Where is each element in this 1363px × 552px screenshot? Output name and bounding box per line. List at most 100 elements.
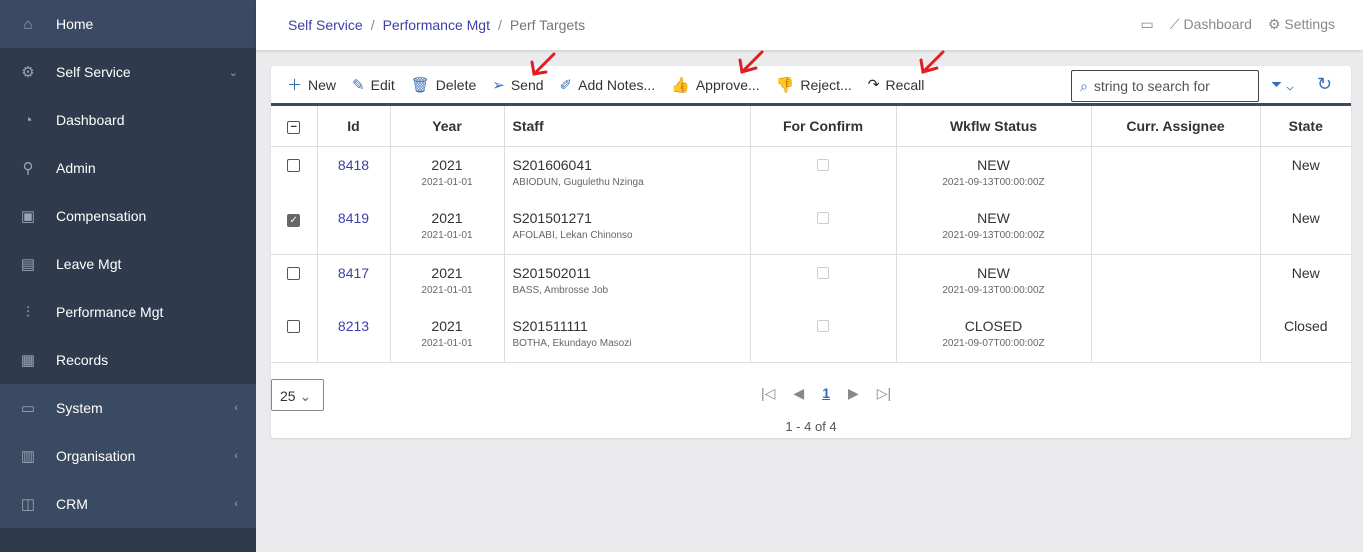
thumbs-down-icon: 👎 [775, 76, 795, 94]
trash-icon: 🗑 [410, 76, 430, 94]
settings-label: Settings [1284, 16, 1335, 32]
send-icon: ➢ [492, 76, 505, 94]
sidebar-item-label: Compensation [56, 208, 147, 224]
recall-button[interactable]: ↷ Recall [868, 76, 925, 93]
state: New [1260, 200, 1351, 255]
column-header-wkflw-status[interactable]: Wkflw Status [896, 106, 1092, 147]
sidebar-item-label: System [56, 400, 103, 416]
row-checkbox[interactable]: ✓ [287, 214, 301, 227]
sidebar-item-label: CRM [56, 496, 88, 512]
new-label: New [308, 76, 337, 93]
filter-dropdown[interactable]: ⏷ ⌄ [1271, 76, 1294, 93]
sidebar: ⌂ Home ⚙ Self Service ⌄ ◔ Dashboard ⚲ Admin ▣ Comp… [0, 0, 256, 552]
search-input[interactable]: ⌕ string to search for [1071, 70, 1259, 102]
table-row[interactable]: 8417 2021 2021-01-01 S201502011 BASS, Ambr… [271, 254, 1351, 308]
workflow-status: NEW [977, 156, 1010, 173]
page-1-link[interactable]: 1 [822, 384, 830, 401]
annotation-arrow-recall [919, 50, 945, 74]
sidebar-item-organisation[interactable]: ▥ Organisation ‹ [0, 432, 256, 480]
sidebar-item-admin[interactable]: ⚲ Admin [0, 144, 256, 192]
sidebar-item-self-service[interactable]: ⚙ Self Service ⌄ [0, 48, 256, 96]
sidebar-item-dashboard[interactable]: ◔ Dashboard [0, 96, 256, 144]
year-date: 2021-01-01 [421, 230, 473, 241]
id-link[interactable]: 8213 [337, 318, 370, 334]
chat-icon[interactable]: ▭ [1140, 16, 1154, 32]
breadcrumb-performance-mgt[interactable]: Performance Mgt [382, 17, 490, 33]
column-header-for-confirm[interactable]: For Confirm [750, 106, 897, 147]
reject-label: Reject... [800, 76, 852, 93]
workflow-status: NEW [977, 264, 1010, 281]
staff-number: S201606041 [512, 156, 592, 173]
breadcrumb: Self Service / Performance Mgt / Perf Target… [288, 17, 585, 33]
sidebar-item-label: Leave Mgt [56, 256, 122, 272]
staff-name: BASS, Ambrosse Job [512, 284, 609, 296]
sidebar-item-crm[interactable]: ◫ CRM ‹ [0, 480, 256, 528]
sidebar-item-label: Dashboard [56, 112, 125, 128]
plus-icon: ＋ [287, 77, 303, 94]
table-row[interactable]: 8213 2021 2021-01-01 S201511111 BOTHA, Eku… [271, 308, 1351, 363]
delete-button[interactable]: 🗑 Delete [411, 76, 477, 94]
page-size-value: 25 [280, 387, 296, 404]
sidebar-item-home[interactable]: ⌂ Home [0, 0, 256, 48]
archive-icon: ▦ [20, 352, 36, 369]
chevron-left-icon: ‹ [234, 402, 238, 414]
column-header-year[interactable]: Year [390, 106, 505, 147]
trend-icon: ⟋ [1169, 16, 1180, 32]
page-size-select[interactable]: 25 ⌄ [271, 378, 324, 411]
row-checkbox[interactable] [287, 158, 301, 172]
approve-button[interactable]: 👍 Approve... [671, 76, 760, 94]
money-icon: ▣ [20, 208, 36, 225]
edit-button[interactable]: ✎ Edit [352, 76, 395, 94]
id-link[interactable]: 8419 [337, 210, 370, 226]
monitor-icon: ▭ [20, 400, 36, 417]
table-row[interactable]: 8418 2021 2021-01-01 S201606041 ABIODUN, G… [271, 146, 1351, 200]
breadcrumb-current: Perf Targets [509, 17, 586, 33]
year: 2021 [431, 264, 463, 281]
building-icon: ▥ [20, 448, 36, 465]
workflow-status-date: 2021-09-13T00:00:00Z [942, 284, 1045, 296]
year-date: 2021-01-01 [421, 338, 473, 349]
add-notes-button[interactable]: ✐ Add Notes... [560, 76, 656, 94]
reject-button[interactable]: 👎 Reject... [776, 76, 852, 94]
grid-panel: ＋ New ✎ Edit 🗑 Delete ➢ Send ✐ Add Notes... 👍… [271, 66, 1351, 438]
header: Self Service / Performance Mgt / Perf Target… [256, 0, 1363, 50]
staff-number: S201501271 [512, 210, 592, 226]
sidebar-item-performance-mgt[interactable]: ⫶ Performance Mgt [0, 288, 256, 336]
first-page-icon[interactable]: |◁ [761, 384, 776, 401]
current-assignee [1091, 308, 1261, 363]
prev-page-icon[interactable]: ◀ [793, 384, 805, 401]
refresh-icon[interactable]: ↻ [1317, 74, 1333, 94]
dashboard-link[interactable]: ⟋ Dashboard [1170, 16, 1252, 33]
year: 2021 [431, 318, 463, 334]
sidebar-item-compensation[interactable]: ▣ Compensation [0, 192, 256, 240]
current-assignee [1091, 200, 1261, 255]
last-page-icon[interactable]: ▷| [876, 384, 892, 401]
table-row[interactable]: ✓ 8419 2021 2021-01-01 S201501271 AFOLABI,… [271, 200, 1351, 255]
column-header-curr-assignee[interactable]: Curr. Assignee [1091, 106, 1261, 147]
redo-icon: ↷ [867, 76, 880, 92]
for-confirm-checkbox [817, 266, 829, 279]
column-header-id[interactable]: Id [317, 106, 391, 147]
row-checkbox[interactable] [287, 320, 301, 333]
send-button[interactable]: ➢ Send [492, 76, 543, 94]
search-placeholder: string to search for [1093, 78, 1210, 94]
sidebar-item-records[interactable]: ▦ Records [0, 336, 256, 384]
pager-info: 1 - 4 of 4 [785, 418, 837, 434]
id-link[interactable]: 8417 [337, 264, 370, 281]
id-link[interactable]: 8418 [337, 156, 370, 173]
note-icon: ✐ [559, 76, 573, 94]
sidebar-item-leave-mgt[interactable]: ▤ Leave Mgt [0, 240, 256, 288]
settings-link[interactable]: ⚙ Settings [1268, 16, 1335, 33]
select-all-checkbox[interactable]: − [271, 106, 318, 147]
for-confirm-checkbox [817, 320, 829, 332]
row-checkbox[interactable] [287, 266, 301, 280]
staff-name: AFOLABI, Lekan Chinonso [512, 230, 633, 241]
column-header-staff[interactable]: Staff [504, 106, 751, 147]
column-header-state[interactable]: State [1260, 106, 1351, 147]
sidebar-item-system[interactable]: ▭ System ‹ [0, 384, 256, 432]
breadcrumb-separator: / [370, 17, 375, 33]
for-confirm-checkbox [817, 158, 829, 171]
next-page-icon[interactable]: ▶ [847, 384, 859, 401]
breadcrumb-self-service[interactable]: Self Service [288, 17, 363, 33]
new-button[interactable]: ＋ New [287, 74, 336, 95]
